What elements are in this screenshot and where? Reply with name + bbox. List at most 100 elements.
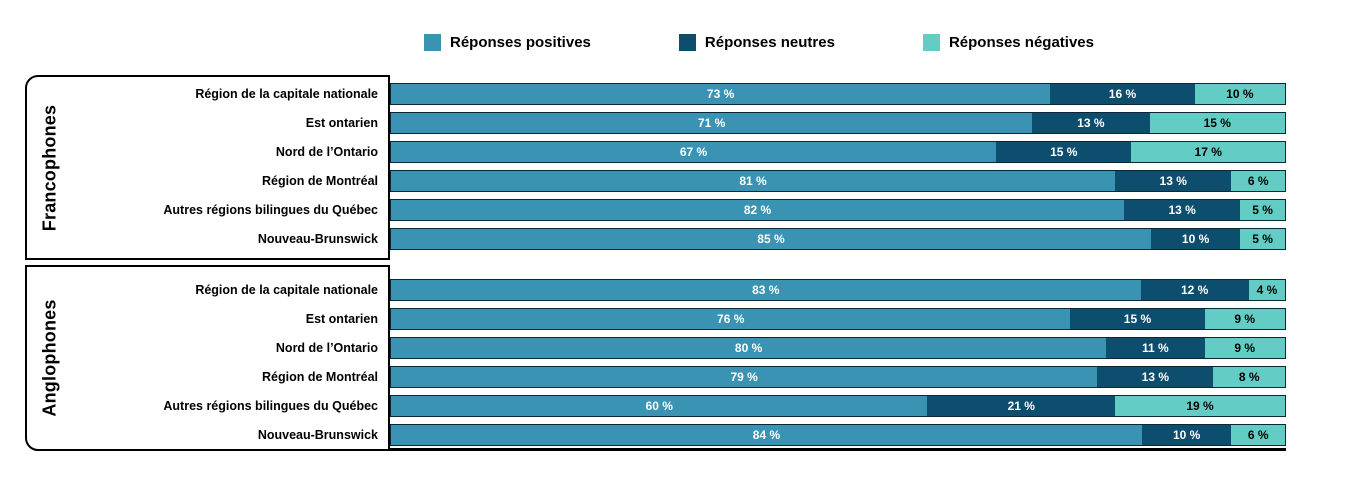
- bar-segment-negative: 8 %: [1213, 366, 1285, 387]
- bar-row: 60 % 21 % 19 %: [390, 391, 1286, 420]
- bar-segment-positive: 60 %: [391, 395, 928, 416]
- bar-segment-positive: 73 %: [391, 83, 1051, 104]
- bar-segment-positive: 79 %: [391, 366, 1098, 387]
- bar-value-label: 13 %: [1141, 369, 1170, 384]
- bar-value-label: 9 %: [1234, 311, 1256, 326]
- row-label: Région de la capitale nationale: [195, 86, 378, 101]
- bar-segment-positive: 80 %: [391, 337, 1107, 358]
- bar-value-label: 15 %: [1050, 144, 1078, 159]
- bar-value-label: 83 %: [752, 282, 780, 297]
- bar-value-label: 15 %: [1203, 115, 1231, 130]
- bar-segment-positive: 84 %: [391, 424, 1142, 445]
- bar-segment-neutral: 11 %: [1106, 337, 1205, 358]
- bar-value-label: 85 %: [757, 231, 785, 246]
- bar-segment-neutral: 10 %: [1141, 424, 1232, 445]
- row-label: Nouveau-Brunswick: [257, 231, 378, 246]
- stacked-bar: 80 % 11 % 9 %: [390, 336, 1286, 359]
- bar-row: 80 % 11 % 9 %: [390, 333, 1286, 362]
- row-label: Est ontarien: [305, 115, 378, 130]
- bar-value-label: 11 %: [1142, 340, 1169, 355]
- bar-value-label: 13 %: [1077, 115, 1105, 130]
- bar-segment-positive: 71 %: [391, 112, 1033, 133]
- bar-value-label: 84 %: [752, 427, 781, 442]
- bar-row: 67 % 15 % 17 %: [390, 137, 1286, 166]
- bar-segment-positive: 76 %: [391, 308, 1071, 329]
- bar-segment-negative: 5 %: [1240, 199, 1285, 220]
- bar-segment-neutral: 15 %: [996, 141, 1132, 162]
- bar-value-label: 5 %: [1252, 202, 1273, 217]
- legend-item-neutral: Réponses neutres: [678, 34, 835, 51]
- bar-segment-positive: 81 %: [391, 170, 1116, 191]
- bar-segment-positive: 67 %: [391, 141, 997, 162]
- row-label: Nord de l’Ontario: [275, 144, 378, 159]
- bar-value-label: 73 %: [706, 86, 735, 101]
- bar-value-label: 82 %: [743, 202, 772, 217]
- bar-row: 76 % 15 % 9 %: [390, 304, 1286, 333]
- bar-segment-negative: 17 %: [1131, 141, 1285, 162]
- bar-value-label: 71 %: [697, 115, 726, 130]
- bar-segment-negative: 4 %: [1248, 279, 1285, 300]
- stacked-bar: 71 % 13 % 15 %: [390, 111, 1286, 134]
- stacked-bar: 60 % 21 % 19 %: [390, 394, 1286, 417]
- bar-segment-positive: 85 %: [391, 228, 1151, 249]
- bar-row: 73 % 16 % 10 %: [390, 79, 1286, 108]
- group-row-labels: Région de la capitale nationale Est ontar…: [73, 267, 388, 449]
- stacked-bar: 76 % 15 % 9 %: [390, 307, 1286, 330]
- bar-segment-neutral: 10 %: [1150, 228, 1241, 249]
- group-title: Francophones: [39, 104, 60, 231]
- bar-row: 84 % 10 % 6 %: [390, 420, 1286, 449]
- bar-value-label: 79 %: [730, 369, 758, 384]
- legend-swatch-negative-icon: [922, 34, 940, 51]
- bar-segment-negative: 10 %: [1194, 83, 1285, 104]
- bar-segment-neutral: 13 %: [1097, 366, 1214, 387]
- chart-group: Francophones Région de la capitale natio…: [25, 75, 1286, 260]
- stacked-bar-chart: Francophones Région de la capitale natio…: [25, 75, 1286, 451]
- bar-value-label: 76 %: [717, 311, 745, 326]
- row-label: Nord de l’Ontario: [275, 340, 378, 355]
- stacked-bar: 81 % 13 % 6 %: [390, 169, 1286, 192]
- bar-value-label: 10 %: [1181, 231, 1210, 246]
- stacked-bar: 84 % 10 % 6 %: [390, 423, 1286, 446]
- bar-segment-negative: 6 %: [1231, 424, 1285, 445]
- legend-label-neutral: Réponses neutres: [704, 34, 835, 51]
- bar-value-label: 80 %: [734, 340, 763, 355]
- row-label: Autres régions bilingues du Québec: [163, 202, 378, 217]
- bar-row: 82 % 13 % 5 %: [390, 195, 1286, 224]
- bar-segment-negative: 5 %: [1240, 228, 1285, 249]
- bar-segment-neutral: 15 %: [1070, 308, 1205, 329]
- group-label-box: Anglophones Région de la capitale nation…: [25, 265, 390, 451]
- chart-bottom-axis: [390, 448, 1286, 451]
- group-title-cell: Anglophones: [27, 267, 73, 449]
- bar-value-label: 67 %: [679, 144, 708, 159]
- legend-label-positive: Réponses positives: [450, 34, 591, 51]
- stacked-bar: 67 % 15 % 17 %: [390, 140, 1286, 163]
- bar-segment-negative: 9 %: [1204, 308, 1285, 329]
- bar-segment-negative: 15 %: [1149, 112, 1285, 133]
- legend-label-negative: Réponses négatives: [948, 34, 1094, 51]
- bar-value-label: 17 %: [1194, 144, 1222, 159]
- group-row-labels: Région de la capitale nationale Est ontar…: [73, 77, 388, 258]
- bar-value-label: 6 %: [1247, 427, 1269, 442]
- bar-value-label: 9 %: [1234, 340, 1256, 355]
- legend: Réponses positives Réponses neutres Répo…: [424, 34, 1094, 51]
- row-label: Nouveau-Brunswick: [257, 427, 378, 442]
- bar-segment-neutral: 13 %: [1032, 112, 1150, 133]
- bar-value-label: 6 %: [1247, 173, 1269, 188]
- legend-item-positive: Réponses positives: [424, 34, 591, 51]
- bar-row: 81 % 13 % 6 %: [390, 166, 1286, 195]
- group-bars: 83 % 12 % 4 % 76 % 15 % 9 % 80 % 11 % 9 % 79 % 13 …: [390, 265, 1286, 451]
- bar-segment-positive: 82 %: [391, 199, 1125, 220]
- legend-swatch-positive-icon: [424, 34, 441, 51]
- group-title: Anglophones: [39, 299, 60, 417]
- bar-value-label: 60 %: [645, 398, 673, 413]
- stacked-bar: 79 % 13 % 8 %: [390, 365, 1286, 388]
- legend-item-negative: Réponses négatives: [922, 34, 1094, 51]
- bar-value-label: 16 %: [1108, 86, 1137, 101]
- bar-value-label: 21 %: [1007, 398, 1035, 413]
- bar-value-label: 10 %: [1172, 427, 1201, 442]
- bar-segment-negative: 6 %: [1231, 170, 1285, 191]
- bar-value-label: 8 %: [1238, 369, 1260, 384]
- row-label: Région de Montréal: [262, 369, 378, 384]
- row-label: Est ontarien: [305, 311, 378, 326]
- bar-row: 71 % 13 % 15 %: [390, 108, 1286, 137]
